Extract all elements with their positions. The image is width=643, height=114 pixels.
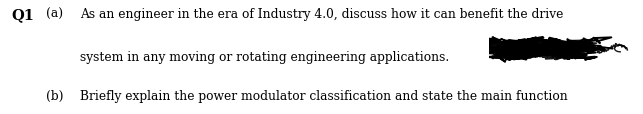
Text: system in any moving or rotating engineering applications.: system in any moving or rotating enginee… [80,50,449,63]
Text: Q1: Q1 [12,8,35,22]
Text: Briefly explain the power modulator classification and state the main function: Briefly explain the power modulator clas… [80,89,568,102]
Text: As an engineer in the era of Industry 4.0, discuss how it can benefit the drive: As an engineer in the era of Industry 4.… [80,8,564,21]
Text: (a): (a) [46,8,64,21]
Text: (b): (b) [46,89,64,102]
